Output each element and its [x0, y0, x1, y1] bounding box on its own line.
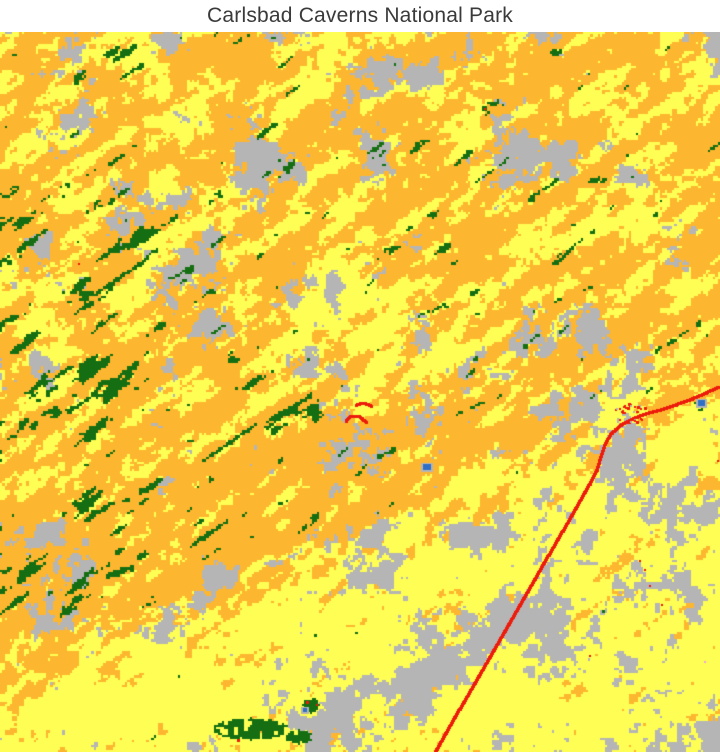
landcover-map	[0, 32, 720, 752]
page-title: Carlsbad Caverns National Park	[207, 4, 513, 27]
